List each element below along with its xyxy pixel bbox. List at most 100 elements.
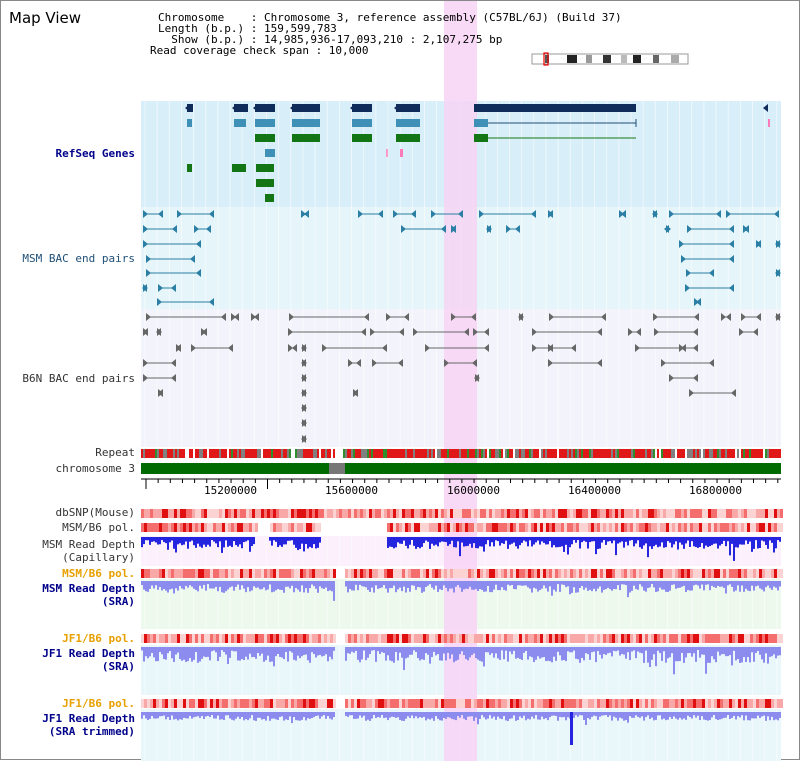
read-depth-bar bbox=[375, 712, 377, 719]
read-depth-bar bbox=[221, 712, 223, 720]
read-depth-bar bbox=[509, 537, 511, 545]
polymorphism-density bbox=[183, 509, 186, 518]
polymorphism-density bbox=[756, 569, 759, 578]
polymorphism-density bbox=[195, 699, 198, 708]
read-depth-bar bbox=[625, 647, 627, 659]
polymorphism-density bbox=[579, 699, 582, 708]
polymorphism-density bbox=[141, 509, 144, 518]
msm-bac-pair bbox=[190, 255, 195, 263]
polymorphism-density bbox=[510, 523, 513, 532]
polymorphism-density bbox=[246, 699, 249, 708]
polymorphism-density bbox=[387, 523, 390, 532]
polymorphism-density bbox=[729, 699, 732, 708]
track-label-msm-bac[interactable]: MSM BAC end pairs bbox=[22, 252, 135, 265]
read-depth-bar bbox=[499, 581, 501, 591]
repeat-element bbox=[327, 449, 329, 458]
read-depth-bar bbox=[601, 537, 603, 543]
polymorphism-density bbox=[291, 523, 294, 532]
read-depth-bar bbox=[669, 537, 671, 543]
polymorphism-density bbox=[417, 523, 420, 532]
polymorphism-density bbox=[765, 523, 768, 532]
read-depth-bar bbox=[555, 712, 557, 716]
polymorphism-density bbox=[576, 509, 579, 518]
polymorphism-density bbox=[726, 699, 729, 708]
read-depth-bar bbox=[715, 581, 717, 588]
polymorphism-density bbox=[663, 634, 666, 643]
read-depth-bar bbox=[523, 537, 525, 541]
msm-bac-pair bbox=[531, 210, 536, 218]
read-depth-bar bbox=[345, 712, 347, 716]
repeat-element bbox=[433, 449, 435, 458]
polymorphism-density bbox=[219, 699, 222, 708]
read-depth-bar bbox=[657, 712, 659, 716]
read-depth-bar bbox=[433, 712, 435, 721]
read-depth-bar bbox=[143, 581, 145, 590]
b6n-bac-pair bbox=[636, 328, 641, 336]
read-depth-bar bbox=[569, 647, 571, 653]
repeat-element bbox=[467, 449, 469, 458]
polymorphism-density bbox=[219, 569, 222, 578]
polymorphism-density bbox=[207, 509, 210, 518]
polymorphism-density bbox=[258, 634, 261, 643]
read-depth-bar bbox=[387, 581, 389, 593]
track-label-refseq[interactable]: RefSeq Genes bbox=[55, 147, 135, 160]
polymorphism-density bbox=[636, 509, 639, 518]
read-depth-bar bbox=[449, 537, 451, 545]
polymorphism-density bbox=[315, 569, 318, 578]
polymorphism-density bbox=[234, 634, 237, 643]
repeat-element bbox=[429, 449, 431, 458]
read-depth-bar bbox=[657, 647, 659, 651]
msm-bac-pair bbox=[209, 298, 214, 306]
polymorphism-density bbox=[489, 634, 492, 643]
read-depth-bar bbox=[641, 581, 643, 587]
polymorphism-density bbox=[687, 699, 690, 708]
repeat-element bbox=[369, 449, 371, 458]
repeat-element bbox=[581, 449, 583, 458]
b6n-bac-pair bbox=[399, 328, 404, 336]
repeat-element bbox=[491, 449, 493, 458]
polymorphism-density bbox=[435, 699, 438, 708]
polymorphism-density bbox=[165, 634, 168, 643]
b6n-bac-pair bbox=[231, 313, 236, 321]
read-depth-bar bbox=[597, 537, 599, 549]
polymorphism-density bbox=[252, 523, 255, 532]
repeat-element bbox=[507, 449, 509, 458]
polymorphism-density bbox=[699, 634, 702, 643]
read-depth-bar bbox=[223, 537, 225, 548]
polymorphism-density bbox=[156, 634, 159, 643]
polymorphism-density bbox=[600, 523, 603, 532]
read-depth-bar bbox=[477, 581, 479, 592]
repeat-element bbox=[577, 449, 579, 458]
read-depth-bar bbox=[545, 537, 547, 545]
polymorphism-density bbox=[183, 634, 186, 643]
read-depth-bar bbox=[521, 712, 523, 719]
read-depth-bar bbox=[329, 581, 331, 591]
repeat-element bbox=[715, 449, 717, 458]
read-depth-bar bbox=[617, 581, 619, 586]
read-depth-bar bbox=[347, 647, 349, 654]
read-depth-bar bbox=[575, 537, 577, 543]
read-depth-bar bbox=[275, 581, 277, 591]
track-label-b6n-bac[interactable]: B6N BAC end pairs bbox=[22, 372, 135, 385]
polymorphism-density bbox=[702, 569, 705, 578]
polymorphism-density bbox=[648, 634, 651, 643]
repeat-element bbox=[457, 449, 459, 458]
repeat-element bbox=[691, 449, 693, 458]
polymorphism-density bbox=[309, 634, 312, 643]
read-depth-bar bbox=[479, 537, 481, 547]
polymorphism-density bbox=[363, 699, 366, 708]
polymorphism-density bbox=[621, 523, 624, 532]
read-depth-bar bbox=[371, 581, 373, 588]
polymorphism-density bbox=[435, 509, 438, 518]
repeat-element bbox=[599, 449, 601, 458]
polymorphism-density bbox=[747, 569, 750, 578]
read-depth-bar bbox=[399, 712, 401, 720]
read-depth-bar bbox=[255, 712, 257, 721]
read-depth-bar bbox=[419, 647, 421, 661]
repeat-element bbox=[657, 449, 659, 458]
read-depth-bar bbox=[619, 712, 621, 718]
polymorphism-density bbox=[273, 509, 276, 518]
polymorphism-density bbox=[723, 523, 726, 532]
read-depth-bar bbox=[181, 647, 183, 661]
